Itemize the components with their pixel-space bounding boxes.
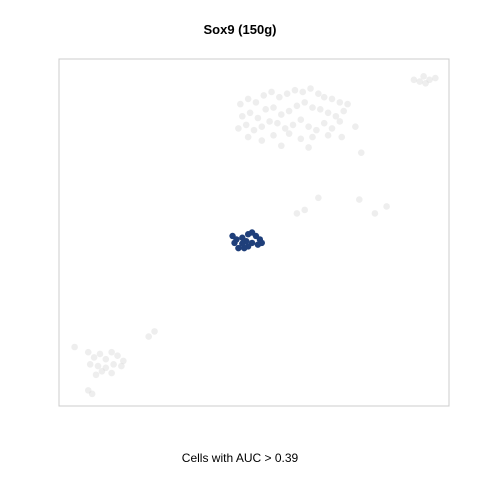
- background-cell-point: [297, 135, 305, 143]
- background-cell-point: [96, 350, 104, 358]
- background-cell-point: [315, 90, 322, 97]
- background-cell-point: [356, 196, 363, 203]
- background-cell-point: [108, 348, 115, 356]
- background-cell-point: [371, 210, 379, 217]
- background-cell-point: [244, 95, 252, 103]
- background-cell-point: [315, 194, 322, 202]
- background-cell-point: [235, 125, 242, 132]
- chart-caption: Cells with AUC > 0.39: [181, 451, 299, 465]
- background-cell-point: [88, 390, 96, 398]
- background-cell-point: [305, 123, 312, 130]
- background-cell-point: [254, 114, 262, 122]
- background-cell-point: [309, 133, 316, 141]
- background-cell-point: [114, 352, 121, 359]
- highlighted-cells-layer: [229, 229, 265, 252]
- background-cell-point: [71, 343, 78, 351]
- background-cell-point: [90, 354, 98, 361]
- background-cells-layer: [71, 73, 439, 398]
- background-cell-point: [108, 369, 115, 377]
- background-cell-point: [258, 123, 266, 130]
- background-cell-point: [260, 92, 268, 99]
- background-cell-point: [258, 137, 266, 144]
- background-cell-point: [336, 99, 344, 106]
- background-cell-point: [268, 88, 275, 96]
- background-cell-point: [246, 109, 254, 117]
- chart-title: Sox9 (150g): [203, 22, 277, 37]
- background-cell-point: [317, 106, 324, 113]
- background-cell-point: [301, 99, 309, 106]
- background-cell-point: [98, 368, 106, 375]
- background-cell-point: [266, 118, 273, 125]
- background-cell-point: [145, 333, 152, 340]
- background-cell-point: [410, 76, 418, 84]
- background-cell-point: [309, 104, 316, 111]
- background-cell-point: [92, 371, 100, 379]
- background-cell-point: [320, 93, 328, 101]
- background-cell-point: [285, 130, 293, 137]
- background-cell-point: [276, 93, 283, 101]
- background-cell-point: [84, 387, 92, 394]
- background-cell-point: [340, 107, 348, 115]
- background-cell-point: [305, 144, 312, 151]
- background-cell-point: [332, 112, 340, 120]
- background-cell-point: [307, 85, 314, 92]
- background-cell-point: [297, 116, 305, 124]
- background-cell-point: [426, 76, 433, 84]
- background-cell-point: [86, 361, 94, 368]
- background-cell-point: [278, 142, 285, 150]
- background-cell-point: [422, 79, 429, 87]
- background-cell-point: [313, 126, 320, 134]
- background-cell-point: [239, 112, 246, 120]
- background-cell-point: [102, 364, 110, 372]
- highlighted-cell-point: [254, 241, 262, 248]
- background-cell-point: [432, 74, 439, 82]
- background-cell-point: [416, 78, 424, 85]
- background-cell-point: [283, 90, 291, 97]
- highlighted-cell-point: [231, 239, 238, 247]
- background-cell-point: [328, 95, 336, 103]
- background-cell-point: [324, 132, 332, 139]
- background-cell-point: [252, 99, 260, 106]
- background-cell-point: [94, 362, 102, 370]
- background-cell-point: [324, 109, 332, 117]
- background-cell-point: [293, 102, 301, 110]
- background-cell-point: [242, 121, 250, 129]
- background-cell-point: [344, 100, 351, 108]
- background-cell-point: [244, 133, 252, 141]
- background-cell-point: [278, 111, 285, 118]
- background-cell-point: [383, 203, 390, 210]
- background-cell-point: [320, 119, 328, 127]
- background-cell-point: [357, 149, 365, 156]
- background-cell-point: [293, 210, 301, 217]
- highlighted-cell-point: [239, 240, 246, 247]
- background-cell-point: [352, 123, 359, 130]
- background-cell-point: [270, 104, 277, 111]
- background-cell-point: [328, 125, 336, 132]
- background-cell-point: [274, 119, 281, 127]
- plot-frame: [58, 58, 450, 407]
- background-cell-point: [281, 125, 289, 132]
- background-cell-point: [301, 206, 309, 214]
- background-cell-point: [102, 355, 110, 363]
- highlighted-cell-point: [235, 244, 242, 252]
- background-cell-point: [250, 126, 258, 134]
- background-cell-point: [120, 357, 127, 365]
- background-cell-point: [338, 133, 346, 141]
- background-cell-point: [270, 132, 277, 139]
- background-cell-point: [420, 73, 427, 80]
- background-cell-point: [291, 86, 299, 94]
- background-cell-point: [84, 348, 92, 356]
- background-cell-point: [118, 362, 125, 370]
- background-cell-point: [289, 121, 297, 129]
- background-cell-point: [336, 118, 344, 125]
- background-cell-point: [151, 328, 158, 335]
- background-cell-point: [237, 100, 244, 108]
- background-cell-point: [262, 106, 270, 113]
- background-cell-point: [285, 107, 293, 115]
- background-cell-point: [299, 88, 307, 96]
- background-cell-point: [110, 361, 117, 368]
